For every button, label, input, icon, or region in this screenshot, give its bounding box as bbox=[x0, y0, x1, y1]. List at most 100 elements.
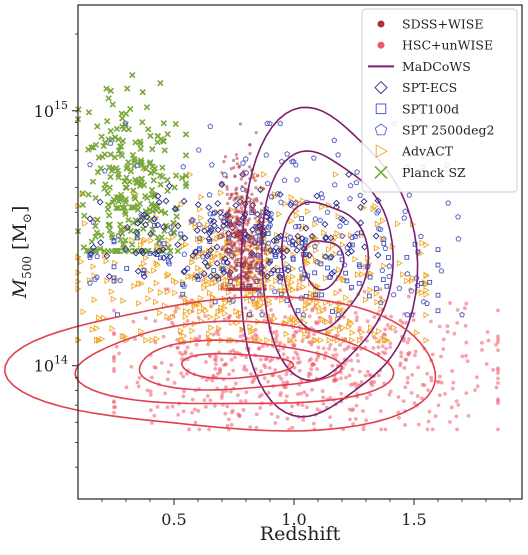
data-point bbox=[284, 372, 289, 377]
data-point bbox=[336, 266, 343, 274]
data-point bbox=[244, 232, 251, 240]
data-point bbox=[307, 314, 312, 319]
data-point bbox=[405, 375, 410, 380]
data-point bbox=[87, 280, 93, 286]
data-point bbox=[207, 239, 213, 244]
data-point bbox=[396, 259, 403, 267]
data-point bbox=[179, 336, 186, 344]
data-point bbox=[231, 228, 235, 232]
data-point bbox=[227, 315, 231, 320]
data-point bbox=[224, 214, 229, 218]
data-point bbox=[152, 222, 157, 228]
data-point bbox=[244, 270, 249, 275]
data-point bbox=[350, 408, 355, 413]
data-point bbox=[250, 380, 255, 385]
data-point bbox=[339, 391, 344, 396]
data-point bbox=[152, 413, 157, 418]
data-point bbox=[363, 373, 368, 378]
data-point bbox=[239, 326, 246, 334]
data-point bbox=[229, 167, 233, 171]
data-point bbox=[290, 265, 297, 273]
data-point bbox=[235, 215, 239, 219]
data-point bbox=[314, 298, 321, 306]
data-point bbox=[285, 416, 290, 421]
data-point bbox=[455, 235, 462, 242]
data-point bbox=[473, 388, 477, 393]
data-point bbox=[160, 223, 167, 231]
data-point bbox=[117, 221, 124, 228]
data-point bbox=[131, 195, 139, 202]
data-point bbox=[243, 173, 247, 177]
data-point bbox=[182, 313, 189, 320]
data-point bbox=[339, 241, 346, 249]
data-point bbox=[259, 230, 267, 238]
data-point bbox=[185, 273, 192, 281]
data-point bbox=[228, 350, 233, 354]
data-point bbox=[302, 333, 309, 341]
data-point bbox=[429, 319, 433, 324]
data-point bbox=[105, 212, 113, 219]
data-point bbox=[336, 306, 343, 314]
data-point bbox=[223, 385, 228, 390]
data-point bbox=[162, 209, 169, 217]
data-point bbox=[277, 278, 283, 285]
data-point bbox=[87, 250, 95, 258]
data-point bbox=[270, 237, 278, 245]
data-point bbox=[171, 205, 179, 213]
data-point bbox=[435, 247, 441, 252]
data-point bbox=[484, 362, 489, 366]
data-point bbox=[283, 330, 290, 338]
data-point bbox=[185, 345, 190, 350]
data-point bbox=[210, 293, 217, 301]
data-point bbox=[111, 239, 117, 245]
data-point bbox=[181, 374, 186, 379]
data-point bbox=[244, 355, 249, 360]
data-point bbox=[462, 306, 467, 311]
data-point bbox=[112, 400, 116, 405]
data-point bbox=[193, 273, 201, 280]
data-point bbox=[214, 313, 221, 321]
data-point bbox=[236, 195, 240, 199]
contour-level bbox=[240, 106, 419, 418]
data-point bbox=[279, 296, 286, 304]
data-point bbox=[289, 273, 297, 281]
data-point bbox=[449, 405, 454, 410]
data-point bbox=[298, 265, 305, 272]
data-point bbox=[342, 362, 347, 366]
data-point bbox=[353, 310, 358, 315]
data-point bbox=[350, 367, 355, 372]
data-point bbox=[225, 289, 232, 296]
data-point bbox=[288, 194, 295, 201]
data-point bbox=[366, 329, 371, 334]
data-point bbox=[460, 354, 465, 359]
data-point bbox=[284, 394, 289, 399]
data-point bbox=[289, 286, 296, 294]
data-point bbox=[287, 234, 294, 240]
data-point bbox=[237, 209, 241, 213]
data-point bbox=[270, 266, 278, 274]
data-point bbox=[164, 272, 171, 280]
data-point bbox=[303, 301, 310, 309]
data-point bbox=[191, 301, 198, 309]
data-point bbox=[413, 349, 418, 354]
data-point bbox=[166, 317, 171, 322]
data-point bbox=[207, 246, 215, 254]
data-point bbox=[305, 393, 309, 398]
data-point bbox=[259, 369, 263, 374]
data-point bbox=[240, 209, 244, 213]
legend-label: SPT 2500deg2 bbox=[402, 123, 494, 138]
data-point bbox=[354, 403, 359, 408]
data-point bbox=[161, 147, 168, 154]
data-point bbox=[112, 410, 116, 415]
legend-label: SPT-ECS bbox=[402, 80, 457, 95]
data-point bbox=[138, 280, 145, 288]
data-point bbox=[328, 423, 333, 428]
data-point bbox=[349, 358, 354, 363]
data-point bbox=[220, 232, 224, 236]
data-point bbox=[387, 326, 392, 331]
data-point bbox=[212, 403, 217, 408]
data-point bbox=[131, 247, 138, 255]
data-point bbox=[367, 274, 373, 280]
data-point bbox=[357, 192, 364, 198]
data-point bbox=[435, 308, 441, 314]
